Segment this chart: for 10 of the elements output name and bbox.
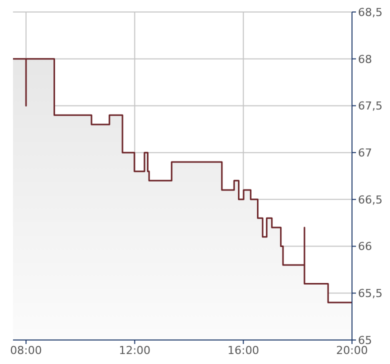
y-tick-label: 67,5 xyxy=(358,100,382,113)
x-tick-label: 08:00 xyxy=(10,344,42,357)
y-tick-label: 66 xyxy=(358,240,372,254)
y-tick-label: 68 xyxy=(358,52,372,66)
x-tick-label: 16:00 xyxy=(227,344,260,357)
y-tick-label: 68,5 xyxy=(358,6,382,19)
x-tick-label: 12:00 xyxy=(118,344,151,357)
y-tick-label: 66,5 xyxy=(358,193,382,206)
y-tick-label: 67 xyxy=(358,146,372,160)
y-tick-label: 65,5 xyxy=(358,287,382,300)
